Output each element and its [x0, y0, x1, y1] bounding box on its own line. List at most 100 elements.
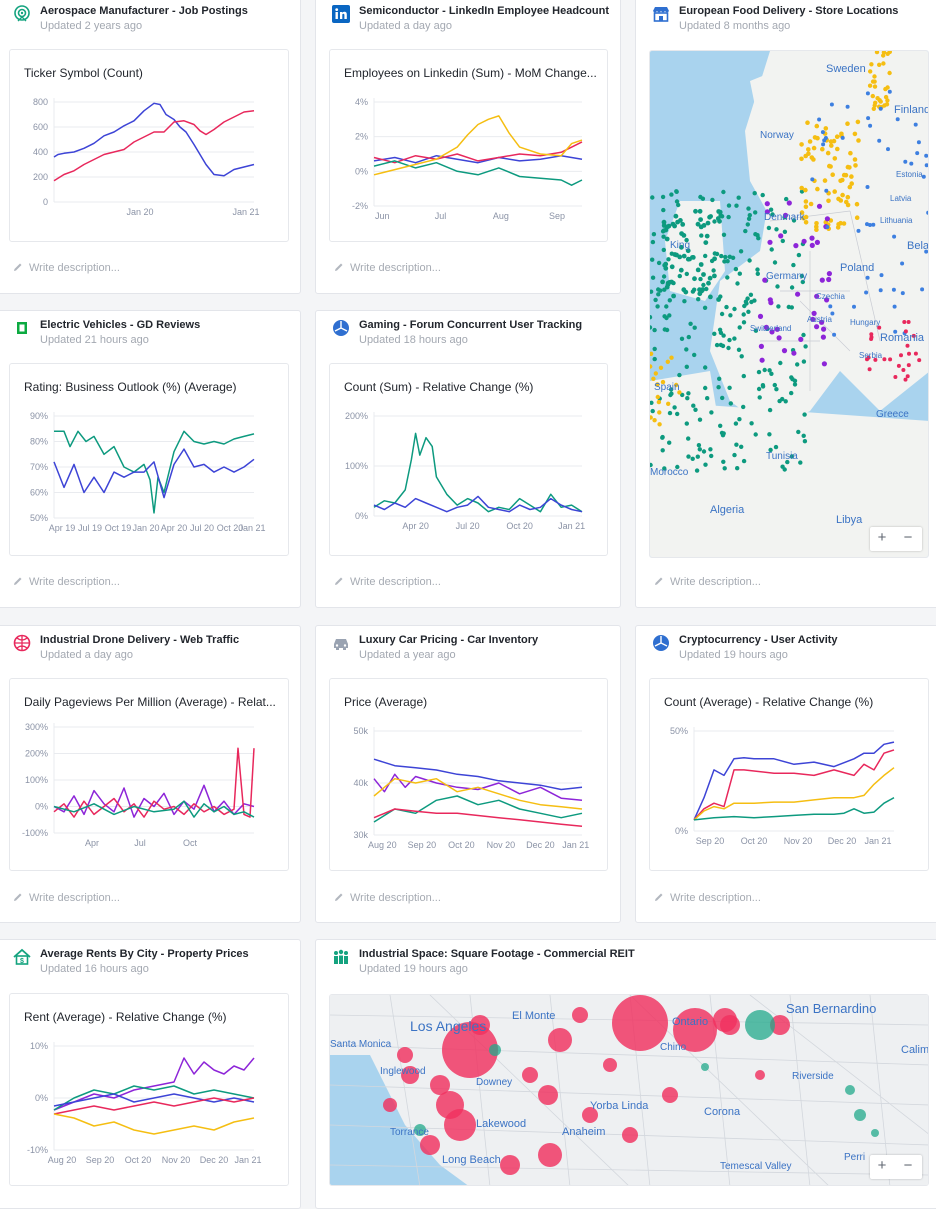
store-marker[interactable]: [737, 271, 742, 276]
store-marker[interactable]: [660, 379, 666, 385]
store-marker[interactable]: [841, 221, 847, 226]
store-marker[interactable]: [921, 174, 926, 179]
store-marker[interactable]: [667, 313, 672, 318]
store-marker[interactable]: [887, 70, 892, 76]
store-marker[interactable]: [778, 360, 783, 366]
store-marker[interactable]: [746, 309, 751, 314]
store-marker[interactable]: [656, 260, 662, 266]
description-field[interactable]: Write description...: [654, 892, 761, 904]
store-marker[interactable]: [745, 222, 750, 227]
store-marker[interactable]: [820, 334, 826, 340]
store-marker[interactable]: [650, 257, 655, 262]
store-marker[interactable]: [780, 464, 785, 469]
property-marker[interactable]: [444, 1109, 476, 1141]
store-marker[interactable]: [651, 376, 656, 381]
series-line-yellow[interactable]: [373, 777, 583, 810]
store-marker[interactable]: [743, 228, 748, 234]
store-marker[interactable]: [838, 198, 844, 203]
store-marker[interactable]: [767, 407, 773, 413]
store-marker[interactable]: [741, 458, 747, 464]
store-marker[interactable]: [814, 239, 820, 245]
store-marker[interactable]: [789, 390, 794, 396]
store-marker[interactable]: [769, 247, 774, 252]
store-marker[interactable]: [864, 290, 869, 295]
store-marker[interactable]: [895, 117, 900, 122]
store-marker[interactable]: [760, 192, 765, 198]
store-marker[interactable]: [704, 286, 709, 292]
card-title[interactable]: Gaming - Forum Concurrent User Tracking: [359, 319, 583, 331]
store-marker[interactable]: [650, 195, 655, 200]
store-marker[interactable]: [900, 291, 905, 296]
zoom-in-button[interactable]: +: [877, 1157, 887, 1174]
store-marker[interactable]: [669, 355, 674, 360]
store-marker[interactable]: [892, 234, 897, 239]
store-marker[interactable]: [682, 299, 687, 304]
store-marker[interactable]: [845, 104, 850, 109]
store-marker[interactable]: [868, 69, 873, 74]
store-marker[interactable]: [856, 138, 861, 143]
store-marker[interactable]: [733, 266, 739, 272]
store-marker[interactable]: [869, 337, 874, 341]
property-marker[interactable]: [397, 1047, 413, 1063]
store-marker[interactable]: [741, 373, 746, 379]
store-marker[interactable]: [703, 462, 708, 467]
store-marker[interactable]: [725, 275, 730, 280]
store-marker[interactable]: [854, 215, 860, 220]
store-marker[interactable]: [650, 239, 656, 245]
store-marker[interactable]: [828, 139, 834, 144]
store-marker[interactable]: [798, 460, 803, 465]
store-marker[interactable]: [893, 375, 898, 379]
store-marker[interactable]: [739, 444, 744, 449]
store-marker[interactable]: [852, 131, 858, 137]
store-marker[interactable]: [924, 153, 928, 158]
store-marker[interactable]: [909, 161, 914, 166]
store-marker[interactable]: [801, 359, 807, 364]
store-marker[interactable]: [823, 136, 828, 140]
store-marker[interactable]: [872, 103, 877, 108]
store-marker[interactable]: [657, 422, 662, 427]
store-marker[interactable]: [734, 203, 739, 208]
store-marker[interactable]: [667, 440, 672, 445]
property-marker[interactable]: [442, 1022, 498, 1078]
chart-panel[interactable]: Count (Sum) - Relative Change (%) 200% 10…: [329, 363, 608, 556]
store-marker[interactable]: [698, 217, 703, 223]
store-marker[interactable]: [656, 287, 661, 292]
store-marker[interactable]: [650, 364, 653, 369]
store-marker[interactable]: [747, 258, 752, 263]
store-marker[interactable]: [706, 280, 711, 286]
store-marker[interactable]: [710, 197, 715, 203]
store-marker[interactable]: [726, 345, 731, 351]
store-marker[interactable]: [926, 210, 929, 215]
store-marker[interactable]: [829, 102, 834, 107]
store-marker[interactable]: [803, 204, 809, 209]
store-marker[interactable]: [652, 346, 657, 352]
store-marker[interactable]: [774, 326, 780, 332]
description-field[interactable]: Write description...: [654, 576, 761, 588]
store-marker[interactable]: [735, 466, 740, 471]
store-marker[interactable]: [901, 368, 906, 372]
store-marker[interactable]: [796, 252, 802, 258]
series-line-purple[interactable]: [373, 773, 583, 802]
store-marker[interactable]: [847, 184, 853, 190]
store-marker[interactable]: [760, 383, 766, 388]
store-marker[interactable]: [767, 368, 772, 373]
store-marker[interactable]: [814, 293, 820, 299]
store-marker[interactable]: [685, 256, 691, 262]
store-marker[interactable]: [906, 363, 911, 368]
store-marker[interactable]: [674, 189, 679, 194]
store-marker[interactable]: [735, 281, 740, 286]
store-marker[interactable]: [724, 304, 729, 310]
store-marker[interactable]: [784, 196, 789, 202]
store-marker[interactable]: [811, 310, 817, 316]
store-marker[interactable]: [680, 222, 686, 227]
store-marker[interactable]: [727, 385, 732, 390]
store-marker[interactable]: [677, 254, 683, 260]
store-marker[interactable]: [829, 143, 834, 148]
store-marker[interactable]: [736, 347, 742, 352]
store-marker[interactable]: [739, 354, 744, 359]
store-marker[interactable]: [719, 253, 724, 259]
store-marker[interactable]: [708, 294, 713, 300]
property-marker[interactable]: [871, 1129, 879, 1137]
store-marker[interactable]: [835, 146, 840, 152]
store-marker[interactable]: [686, 436, 691, 441]
